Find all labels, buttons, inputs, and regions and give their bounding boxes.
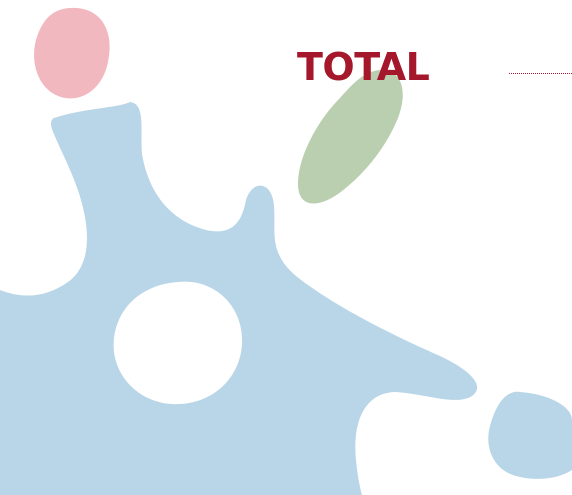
dotted-leader-line (509, 73, 572, 74)
total-heading: TOTAL (297, 45, 430, 89)
blue-star-shape (0, 102, 478, 495)
blue-small-blob (488, 391, 572, 479)
pink-blob (34, 7, 110, 99)
green-blob (298, 70, 403, 204)
